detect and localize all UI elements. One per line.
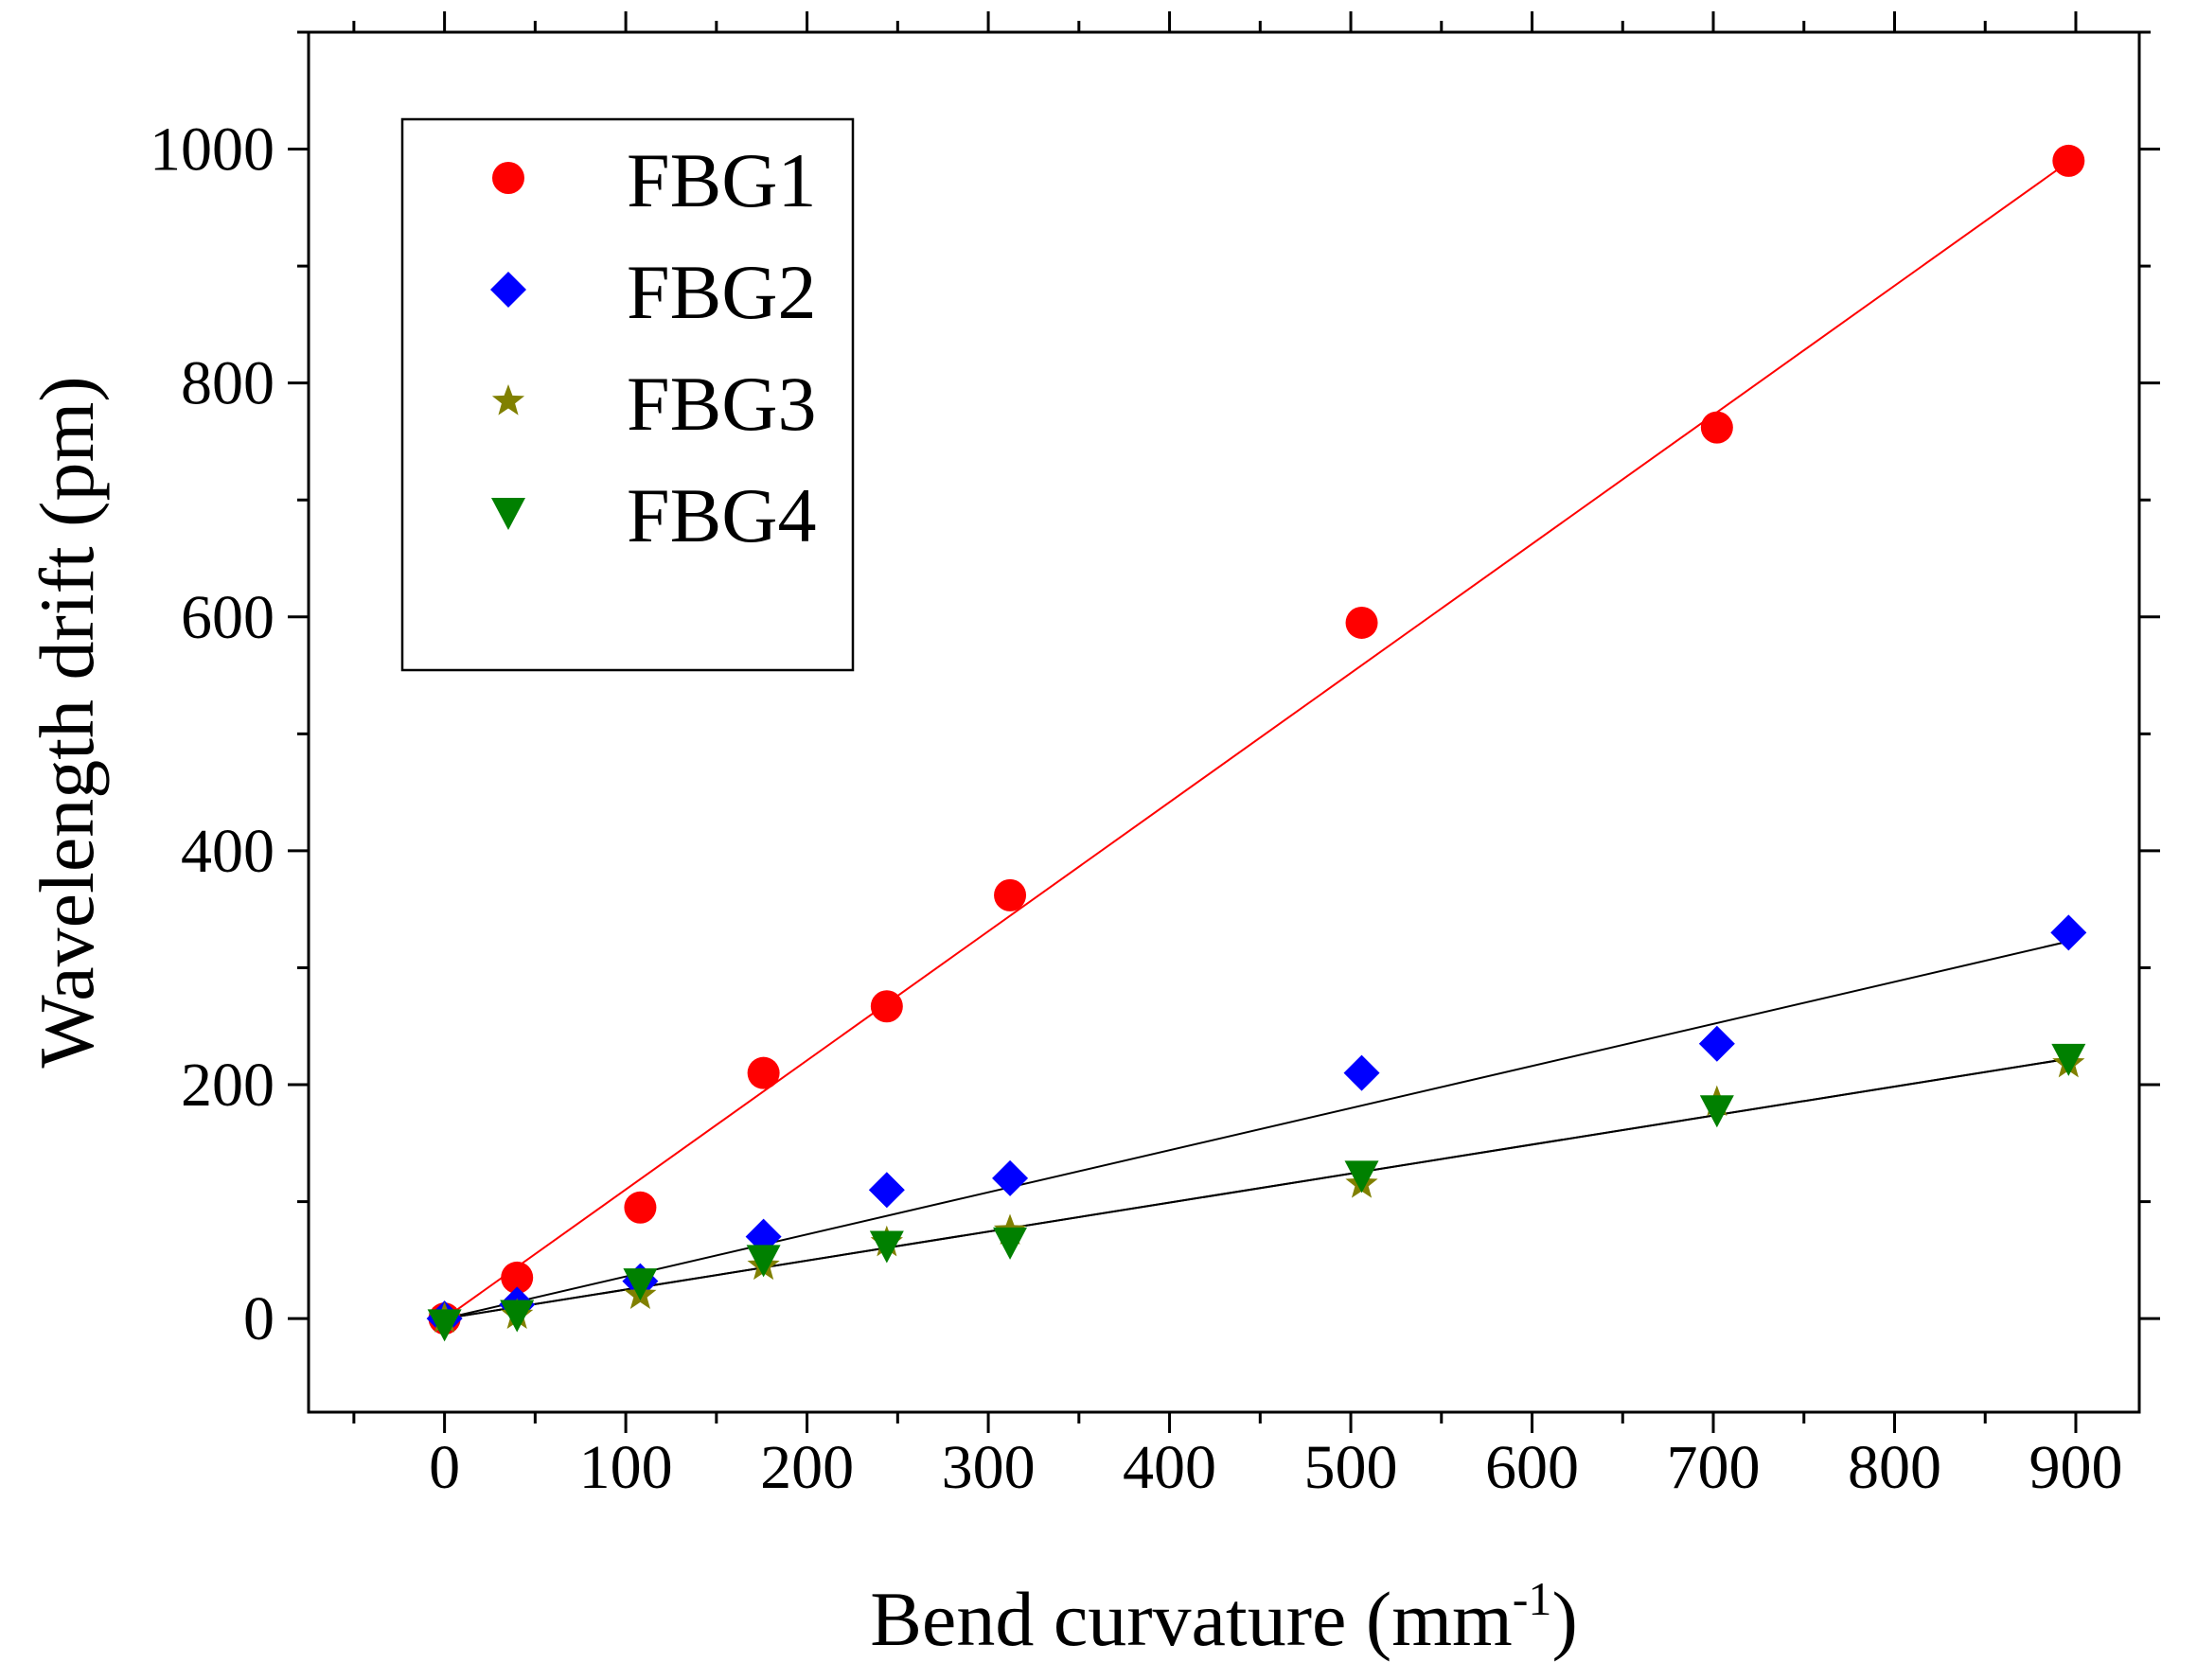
legend-marker-fbg4 <box>491 498 525 530</box>
legend: FBG1 FBG2 FBG3 FBG4 <box>400 117 855 672</box>
point-fbg2 <box>868 1172 905 1209</box>
point-fbg4 <box>993 1227 1028 1260</box>
data-points <box>426 144 2087 1342</box>
y-tick-label: 0 <box>243 1284 275 1353</box>
fit-line-fbg2 <box>444 940 2069 1320</box>
point-fbg2 <box>992 1159 1029 1196</box>
point-fbg1 <box>994 878 1027 911</box>
legend-marker-fbg2 <box>490 272 526 308</box>
x-tick-label: 600 <box>1485 1433 1579 1502</box>
x-axis-ticks: 0 100 200 300 400 500 600 700 800 900 <box>352 11 2122 1502</box>
point-fbg4 <box>869 1230 904 1264</box>
legend-label-fbg1: FBG1 <box>627 137 817 223</box>
x-tick-label: 300 <box>942 1433 1036 1502</box>
fit-lines <box>444 161 2069 1320</box>
point-fbg1 <box>747 1056 780 1089</box>
x-tick-label: 200 <box>760 1433 854 1502</box>
legend-label-fbg2: FBG2 <box>627 249 817 335</box>
point-fbg1 <box>2052 144 2085 177</box>
legend-marker-fbg3 <box>491 384 525 416</box>
y-tick-label: 200 <box>181 1051 275 1120</box>
y-tick-label: 400 <box>181 817 275 886</box>
point-fbg4 <box>623 1268 658 1301</box>
fit-line-fbg1 <box>444 161 2069 1319</box>
x-tick-label: 0 <box>429 1433 460 1502</box>
y-axis-ticks: 0 200 400 600 800 1000 <box>150 30 2160 1353</box>
point-fbg1 <box>1700 411 1733 444</box>
point-fbg2 <box>2050 914 2087 951</box>
y-axis-title: Wavelength drift (pm) <box>24 376 110 1068</box>
y-tick-label: 1000 <box>150 115 275 185</box>
point-fbg4 <box>427 1309 462 1342</box>
point-fbg4 <box>500 1300 535 1333</box>
legend-box <box>400 117 855 672</box>
x-axis-title: Bend curvature (mm-1) <box>870 1572 1578 1662</box>
x-tick-label: 100 <box>579 1433 673 1502</box>
point-fbg4 <box>2051 1043 2086 1076</box>
fit-line-fbg4 <box>444 1057 2069 1320</box>
point-fbg4 <box>1699 1095 1734 1128</box>
point-fbg2 <box>1343 1054 1380 1091</box>
legend-label-fbg3: FBG3 <box>627 361 817 447</box>
x-tick-label: 900 <box>2029 1433 2122 1502</box>
point-fbg4 <box>1344 1160 1379 1194</box>
x-tick-label: 700 <box>1667 1433 1761 1502</box>
legend-label-fbg4: FBG4 <box>627 472 817 558</box>
point-fbg4 <box>746 1245 781 1278</box>
plot-frame <box>307 30 2141 1414</box>
y-tick-label: 600 <box>181 583 275 652</box>
x-tick-label: 500 <box>1304 1433 1398 1502</box>
point-fbg1 <box>624 1191 657 1224</box>
point-fbg1 <box>870 990 903 1023</box>
point-fbg1 <box>1345 606 1378 639</box>
point-fbg2 <box>1698 1025 1735 1062</box>
point-fbg1 <box>501 1261 534 1294</box>
legend-marker-fbg1 <box>492 162 524 194</box>
x-tick-label: 800 <box>1848 1433 1941 1502</box>
y-tick-label: 800 <box>181 349 275 418</box>
x-tick-label: 400 <box>1123 1433 1216 1502</box>
